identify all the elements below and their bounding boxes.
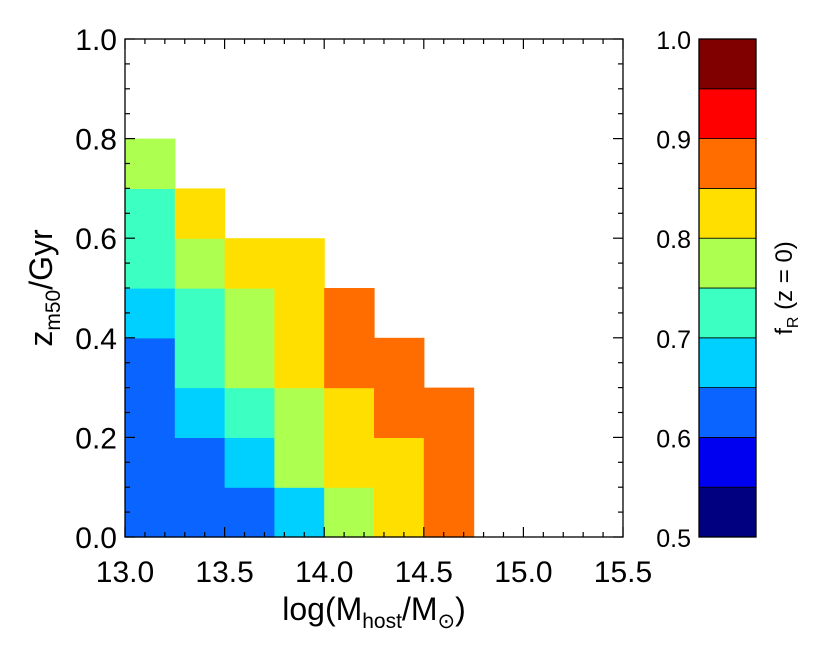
- heatmap-cell: [224, 337, 275, 389]
- colorbar-bin: [698, 486, 757, 538]
- y-tick-label: 0.4: [75, 323, 117, 356]
- heatmap-cell: [224, 437, 275, 488]
- heatmap-cell: [274, 487, 325, 538]
- heatmap-cell: [324, 437, 375, 488]
- colorbar-bin: [698, 138, 757, 189]
- x-axis-label: log(Mhost/M⊙): [282, 591, 466, 633]
- y-tick-label: 0.8: [75, 124, 117, 157]
- colorbar-bin: [698, 88, 757, 140]
- y-tick-label: 1.0: [75, 24, 117, 57]
- y-tick-label: 0.0: [75, 522, 117, 555]
- heatmap-cell: [125, 387, 176, 438]
- x-tick-label: 13.5: [195, 556, 253, 589]
- colorbar: 0.5 0.6 0.7 0.8 0.9 1.0 fR (z = 0): [656, 27, 802, 553]
- heatmap-cell: [374, 387, 425, 438]
- heatmap-cell: [324, 288, 375, 339]
- heatmap-cell: [174, 487, 226, 538]
- heatmap-cell: [125, 437, 176, 488]
- heatmap-cell: [374, 487, 425, 538]
- y-label-part: /Gyr: [23, 229, 59, 290]
- x-tick-label: 14.5: [395, 556, 453, 589]
- heatmap-cells: [125, 138, 475, 538]
- colorbar-label-part: f: [771, 328, 798, 335]
- y-tick-label: 0.6: [75, 223, 117, 256]
- heatmap-cell: [125, 188, 176, 239]
- colorbar-bin: [698, 387, 757, 438]
- colorbar-bin: [698, 337, 757, 388]
- colorbar-bin: [698, 187, 757, 239]
- colorbar-tick-label: 0.5: [656, 525, 691, 553]
- colorbar-bin: [698, 38, 757, 90]
- heatmap-cell: [324, 487, 375, 538]
- x-label-subscript: ⊙: [438, 610, 456, 633]
- heatmap-cell: [274, 387, 325, 438]
- x-label-part: ): [455, 591, 466, 627]
- heatmap-cell: [224, 387, 275, 438]
- x-tick-label: 14.0: [295, 556, 353, 589]
- heatmap-cell: [125, 487, 176, 538]
- heatmap-axes: 13.0 13.5 14.0 14.5 15.0 15.5 0.0 0.2 0.4 0.6 0.8 1…: [23, 24, 652, 633]
- y-tick-label: 0.2: [75, 422, 117, 455]
- x-label-part: log(M: [282, 591, 362, 627]
- heatmap-cell: [224, 487, 275, 538]
- colorbar-tick-label: 0.7: [656, 326, 691, 354]
- x-tick-label: 13.0: [96, 556, 154, 589]
- colorbar-bin: [698, 287, 757, 339]
- heatmap-cell: [423, 387, 475, 438]
- colorbar-tick-label: 1.0: [656, 27, 691, 55]
- heatmap-cell: [174, 288, 226, 339]
- x-tick-label: 15.0: [494, 556, 552, 589]
- x-label-subscript: host: [362, 610, 402, 633]
- heatmap-cell: [324, 387, 375, 438]
- heatmap-cell: [174, 337, 226, 389]
- colorbar-label-part: (z = 0): [771, 241, 798, 316]
- heatmap-cell: [274, 337, 325, 389]
- heatmap-cell: [125, 288, 176, 339]
- colorbar-label: fR (z = 0): [771, 241, 802, 335]
- heatmap-cell: [224, 288, 275, 339]
- y-axis-label: zm50/Gyr: [23, 229, 65, 347]
- x-label-part: /M: [402, 591, 438, 627]
- heatmap-cell: [374, 437, 425, 488]
- heatmap-cell: [174, 387, 226, 438]
- heatmap-cell: [224, 238, 275, 289]
- colorbar-label-subscript: R: [785, 317, 802, 329]
- colorbar-tick-label: 0.8: [656, 226, 691, 254]
- heatmap-cell: [423, 437, 475, 488]
- heatmap-cell: [174, 188, 226, 239]
- x-tick-label: 15.5: [594, 556, 652, 589]
- heatmap-cell: [125, 238, 176, 289]
- heatmap-cell: [274, 288, 325, 339]
- heatmap-cell: [274, 238, 325, 289]
- heatmap-cell: [423, 487, 475, 538]
- heatmap-cell: [324, 337, 375, 389]
- colorbar-bin: [698, 436, 757, 488]
- colorbar-frame: [698, 38, 757, 538]
- heatmap-cell: [125, 337, 176, 389]
- heatmap-cell: [174, 437, 226, 488]
- heatmap-cell: [125, 138, 176, 189]
- colorbar-tick-label: 0.9: [656, 127, 691, 155]
- heatmap-cell: [174, 238, 226, 289]
- colorbar-bin: [698, 237, 757, 289]
- colorbar-tick-label: 0.6: [656, 425, 691, 453]
- heatmap-cell: [274, 437, 325, 488]
- y-label-subscript: m50: [42, 290, 65, 331]
- heatmap-cell: [374, 337, 425, 389]
- y-label-part: z: [23, 331, 59, 347]
